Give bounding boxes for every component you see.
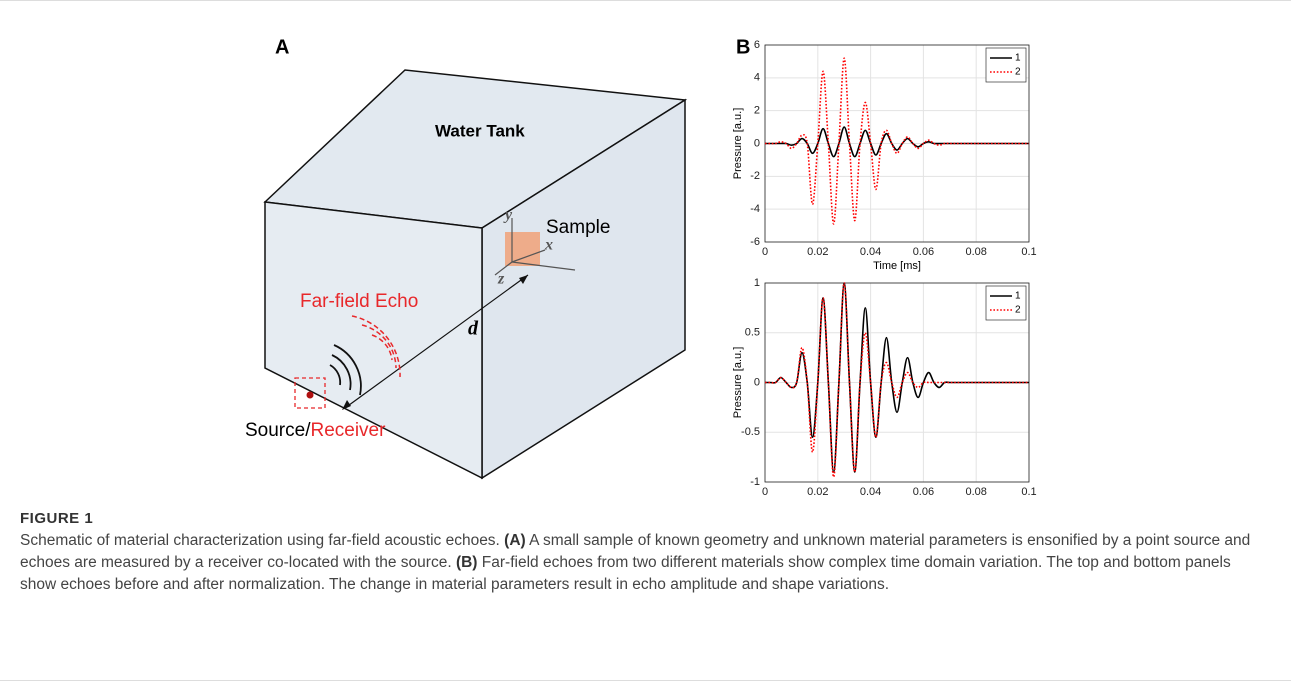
caption-marker: (B)	[455, 554, 478, 571]
axis-line	[494, 261, 513, 276]
source-point	[306, 391, 314, 399]
line-series	[764, 282, 1029, 478]
x-tick-label: 0.04	[860, 246, 881, 258]
caption: Schematic of material characterization u…	[20, 530, 1260, 596]
legend-box	[985, 285, 1027, 321]
x-tick-label: 0.02	[807, 486, 828, 498]
echo-arc	[351, 315, 401, 378]
y-tick-label: 4	[754, 72, 760, 84]
y-tick-label: 0	[754, 376, 760, 388]
source-arc	[331, 354, 352, 391]
panel-label: A	[275, 36, 289, 58]
y-tick-label: -0.5	[741, 426, 760, 438]
echo-label: Far-field Echo	[300, 291, 418, 312]
caption-marker: (A)	[504, 532, 526, 549]
echo-arc	[371, 334, 393, 361]
legend-label: 2	[1015, 67, 1021, 78]
x-tick-label: 0.04	[860, 486, 881, 498]
legend-box	[985, 47, 1027, 83]
x-tick-label: 0.08	[965, 486, 986, 498]
receiver-text: Receiver	[310, 420, 386, 441]
x-tick-label: 0.06	[913, 486, 934, 498]
legend-label: 1	[1015, 291, 1021, 302]
legend-label: 2	[1015, 305, 1021, 316]
y-axis-label: Pressure [a.u.]	[732, 347, 744, 419]
y-tick-label: -2	[750, 170, 760, 182]
arrow-head	[519, 275, 528, 284]
x-tick-label: 0.1	[1021, 246, 1036, 258]
x-tick-label: 0	[762, 246, 768, 258]
x-tick-label: 0.02	[807, 246, 828, 258]
receiver-box	[294, 377, 326, 409]
caption-text: A small sample of known geometry and unk…	[20, 532, 1251, 571]
y-tick-label: 1	[754, 277, 760, 289]
tank-label: Water Tank	[435, 121, 525, 140]
y-tick-label: -1	[750, 476, 760, 488]
y-tick-label: 0.5	[745, 327, 760, 339]
sample	[505, 232, 540, 266]
axis-line	[511, 249, 546, 263]
caption-label: FIGURE 1	[20, 510, 94, 527]
x-tick-label: 0.06	[913, 246, 934, 258]
distance-label: d	[468, 318, 479, 340]
y-tick-label: 0	[754, 137, 760, 149]
caption-text: Far-field echoes from two different mate…	[20, 554, 1231, 593]
y-tick-label: -6	[750, 236, 760, 248]
y-axis-label: Pressure [a.u.]	[732, 108, 744, 180]
source-label: Source/Receiver	[245, 420, 386, 441]
caption-text: Schematic of material characterization u…	[20, 532, 505, 549]
distance-line	[344, 274, 529, 409]
source-text: Source/	[245, 420, 311, 441]
axis-label: z	[497, 271, 505, 288]
x-tick-label: 0	[762, 486, 768, 498]
y-tick-label: 2	[754, 105, 760, 117]
x-tick-label: 0.08	[965, 246, 986, 258]
x-tick-label: 0.1	[1021, 486, 1036, 498]
echo-arc	[361, 324, 397, 369]
axis-label: x	[544, 237, 553, 254]
axis-label: y	[503, 207, 513, 224]
bottom-rule	[0, 680, 1291, 681]
figure: A Water Tank y x z Sample d Far-field Ec…	[245, 36, 1037, 500]
line-series	[765, 57, 1029, 225]
y-tick-label: -4	[750, 203, 760, 215]
source-arc	[329, 364, 342, 386]
panel-label: B	[736, 36, 750, 58]
x-axis-label: Time [ms]	[873, 260, 921, 272]
arrow-head	[342, 400, 351, 410]
top-rule	[0, 0, 1291, 1]
source-arc	[333, 344, 362, 396]
sample-label: Sample	[546, 217, 610, 238]
axis-line	[511, 261, 576, 271]
y-tick-label: 6	[754, 39, 760, 51]
legend-label: 1	[1015, 53, 1021, 64]
tank-front	[264, 201, 483, 480]
